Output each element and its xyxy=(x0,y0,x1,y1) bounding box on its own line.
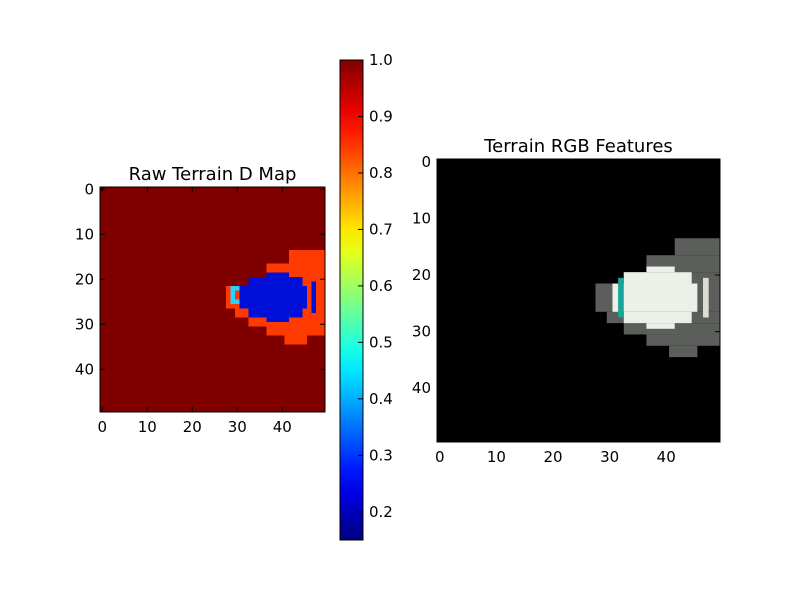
x-tick-label: 40 xyxy=(273,418,292,436)
colorbar: 0.2 0.3 0.4 0.5 0.6 0.7 0.8 0.9 1.0 xyxy=(339,51,393,541)
x-tick-label: 0 xyxy=(97,418,107,436)
colorbar-tick-label: 0.9 xyxy=(369,107,393,125)
heatmap-panel: Terrain RGB Features 0 10 20 30 40 0 10 20 30 40 xyxy=(412,136,721,466)
x-tick-label: 30 xyxy=(228,418,247,436)
x-tick-label: 10 xyxy=(138,418,157,436)
heatmap-region-cells xyxy=(248,277,303,286)
x-tick-label: 20 xyxy=(543,448,562,466)
heatmap-region-cells xyxy=(266,272,289,277)
heatmap-region-cells xyxy=(646,323,675,329)
colorbar-fill xyxy=(340,60,363,540)
colorbar-tick-label: 1.0 xyxy=(369,51,393,69)
heatmap-region-cells xyxy=(230,286,240,291)
colorbar-tick-label: 0.6 xyxy=(369,277,393,295)
plot-frame xyxy=(99,186,326,413)
heatmap-region-cells xyxy=(239,286,307,309)
heatmap-region-cells xyxy=(618,277,624,318)
colorbar-frame xyxy=(339,59,364,541)
heatmap-region-cells xyxy=(266,317,289,322)
heatmap-region-cells xyxy=(623,311,692,324)
heatmap-region-cells xyxy=(674,238,720,256)
y-tick-label: 30 xyxy=(75,315,94,333)
heatmap-region-cells xyxy=(230,290,235,300)
x-tick-label: 40 xyxy=(657,448,676,466)
y-tick-label: 0 xyxy=(421,153,431,171)
chart-title: Terrain RGB Features xyxy=(483,136,673,157)
colorbar-tick-label: 0.7 xyxy=(369,220,393,238)
y-tick-label: 30 xyxy=(412,323,431,341)
heatmap-region-cells xyxy=(623,272,692,284)
y-tick-label: 10 xyxy=(412,209,431,227)
colorbar-tick-label: 0.2 xyxy=(369,503,393,521)
colorbar-tick-label: 0.5 xyxy=(369,333,393,351)
x-tick-label: 20 xyxy=(183,418,202,436)
heatmap-panel: Raw Terrain D Map 0 10 20 30 40 0 10 20 30 40 xyxy=(75,164,326,436)
x-tick-label: 0 xyxy=(435,448,445,466)
heatmap-region-cells xyxy=(669,345,698,358)
heatmap-region-cells xyxy=(612,283,698,312)
heatmap-region-cells xyxy=(703,277,709,318)
heatmap-region-cells xyxy=(289,250,325,264)
x-tick-label: 30 xyxy=(600,448,619,466)
heatmap-region-cells xyxy=(284,335,307,345)
heatmap-region-cells xyxy=(248,308,303,318)
colorbar-tick-label: 0.4 xyxy=(369,390,393,408)
y-tick-label: 40 xyxy=(412,379,431,397)
heatmap-region-cells xyxy=(646,266,675,273)
y-tick-label: 40 xyxy=(75,360,94,378)
heatmap-region-cells xyxy=(230,299,240,304)
colorbar-tick-label: 0.8 xyxy=(369,164,393,182)
heatmap-region-cells xyxy=(311,281,316,313)
y-tick-label: 20 xyxy=(412,266,431,284)
x-tick-label: 10 xyxy=(487,448,506,466)
y-tick-label: 20 xyxy=(75,270,94,288)
heatmap-region-cells xyxy=(646,334,720,346)
chart-title: Raw Terrain D Map xyxy=(129,164,297,185)
y-tick-label: 0 xyxy=(84,180,94,198)
plot-frame xyxy=(436,158,721,443)
colorbar-tick-label: 0.3 xyxy=(369,446,393,464)
heatmap-region-cells xyxy=(266,326,325,336)
y-tick-label: 10 xyxy=(75,225,94,243)
